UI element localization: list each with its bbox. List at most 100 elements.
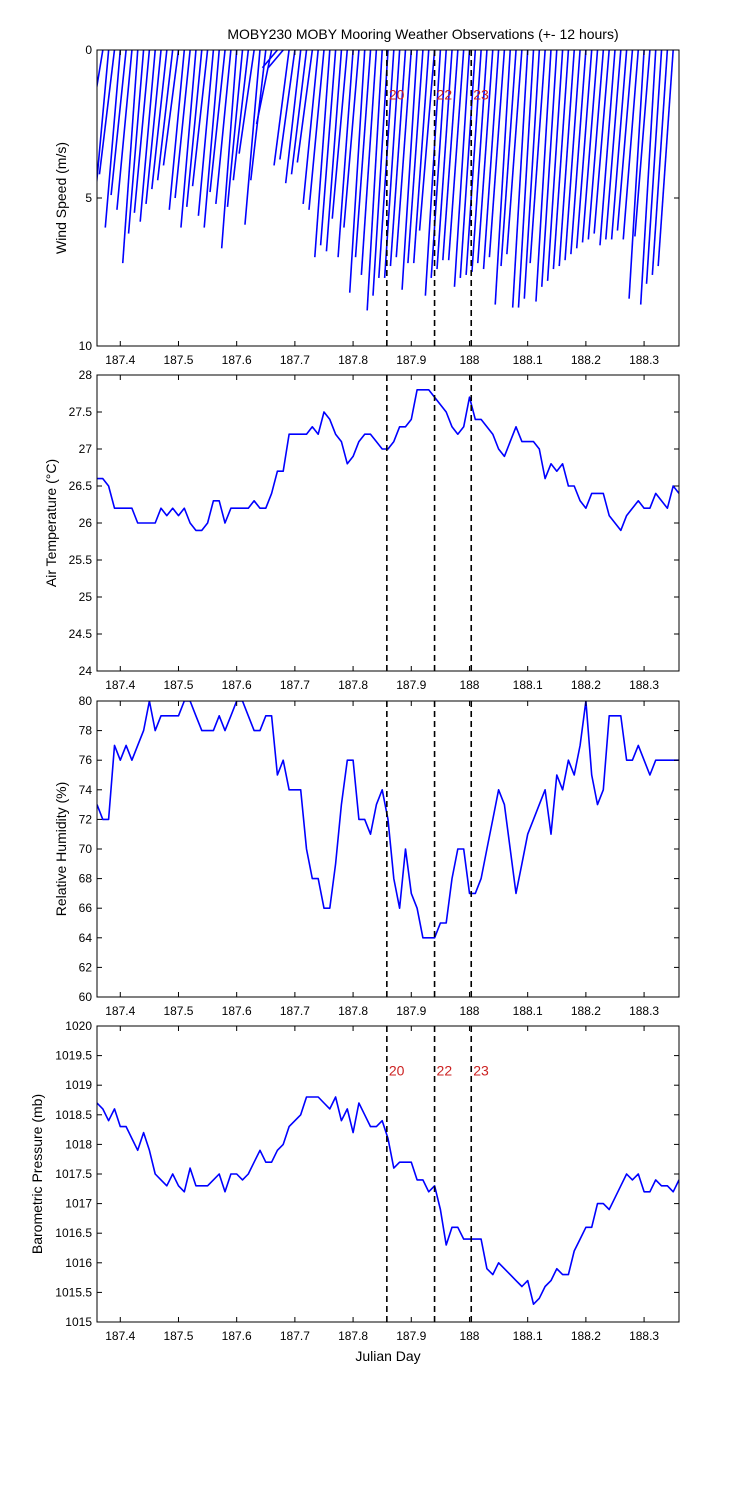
y-tick-label: 1015 xyxy=(65,1315,92,1329)
x-tick-label: 187.9 xyxy=(396,678,426,692)
y-tick-label: 25 xyxy=(79,590,93,604)
x-tick-label: 187.8 xyxy=(338,1329,368,1343)
y-tick-label: 1018.5 xyxy=(55,1108,92,1122)
wind-stick xyxy=(302,50,319,204)
barometric-pressure-line xyxy=(97,1096,679,1305)
y-tick-label: 25.5 xyxy=(69,553,93,567)
wind-stick xyxy=(296,50,314,163)
wind-stick xyxy=(529,50,546,264)
wind-speed-panel: 20 22 23 187.4 187.5 187.6 187.7 187.8 187.9 188 1… xyxy=(53,43,680,367)
wind-stick xyxy=(110,50,127,196)
wind-stick xyxy=(459,50,477,278)
y-tick-label: 66 xyxy=(79,901,93,915)
y-tick-label: 1017 xyxy=(65,1197,92,1211)
wind-stick xyxy=(116,50,133,210)
wind-stick xyxy=(389,50,407,267)
wind-stick xyxy=(215,50,232,204)
event-label: 20 xyxy=(389,1062,405,1078)
wind-stick xyxy=(156,50,174,181)
wind-stick xyxy=(145,50,162,204)
wind-stick xyxy=(279,50,296,160)
wind-stick xyxy=(523,50,541,299)
wind-stick xyxy=(133,50,151,213)
air-temperature-data xyxy=(97,388,679,532)
y-tick-label: 60 xyxy=(79,990,93,1004)
y-tick-label: 1016 xyxy=(65,1256,92,1270)
wind-stick xyxy=(139,50,156,222)
wind-stick xyxy=(238,50,255,154)
wind-stick xyxy=(471,50,488,273)
x-tick-label: 188.3 xyxy=(629,1329,659,1343)
wind-stick xyxy=(616,50,634,231)
x-tick-label: 187.6 xyxy=(222,1004,252,1018)
wind-stick xyxy=(348,50,366,293)
wind-stick xyxy=(197,50,215,216)
x-tick-label: 188 xyxy=(459,353,479,367)
wind-stick xyxy=(645,50,663,284)
x-tick-label: 187.5 xyxy=(163,1004,193,1018)
y-tick-label: 1019 xyxy=(65,1078,92,1092)
wind-stick xyxy=(482,50,500,270)
wind-stick xyxy=(401,50,418,290)
wind-stick xyxy=(610,50,628,240)
y-tick-label: 27.5 xyxy=(69,405,93,419)
wind-stick xyxy=(476,50,494,264)
wind-stick xyxy=(517,50,535,308)
x-tick-label: 187.4 xyxy=(105,353,135,367)
wind-stick xyxy=(314,50,331,258)
wind-stick xyxy=(412,50,430,264)
y-tick-label: 27 xyxy=(79,442,93,456)
event-label: 22 xyxy=(437,86,453,102)
wind-stick xyxy=(587,50,605,240)
y-tick-label: 1015.5 xyxy=(55,1285,92,1299)
y-axis-label: Air Temperature (°C) xyxy=(43,459,59,587)
y-tick-label: 80 xyxy=(79,694,93,708)
wind-stick xyxy=(599,50,616,246)
wind-stick xyxy=(267,50,284,69)
wind-stick xyxy=(98,50,116,175)
y-tick-label: 24.5 xyxy=(69,627,93,641)
x-tick-label: 188.2 xyxy=(571,1329,601,1343)
wind-stick xyxy=(506,50,523,255)
wind-stick xyxy=(628,50,645,299)
y-tick-label: 5 xyxy=(85,191,92,205)
wind-stick xyxy=(564,50,581,261)
wind-stick xyxy=(366,50,383,311)
wind-stick xyxy=(494,50,512,305)
wind-stick xyxy=(308,50,325,210)
x-tick-label: 187.9 xyxy=(396,1004,426,1018)
wind-stick xyxy=(575,50,593,249)
wind-stick xyxy=(121,50,139,264)
x-tick-label: 187.5 xyxy=(163,353,193,367)
wind-speed-data xyxy=(97,50,674,311)
wind-stick xyxy=(552,50,570,270)
wind-stick xyxy=(558,50,576,267)
wind-stick xyxy=(162,50,180,166)
x-tick-label: 187.7 xyxy=(280,1329,310,1343)
relative-humidity-panel: 187.4 187.5 187.6 187.7 187.8 187.9 188 188.1 18… xyxy=(53,694,680,1018)
x-tick-label: 188.1 xyxy=(513,1004,543,1018)
event-label: 20 xyxy=(389,86,405,102)
event-label: 23 xyxy=(473,1062,489,1078)
x-tick-label: 187.8 xyxy=(338,353,368,367)
air-temperature-panel: 187.4 187.5 187.6 187.7 187.8 187.9 188 188.1 18… xyxy=(43,368,680,692)
y-tick-label: 1019.5 xyxy=(55,1049,92,1063)
wind-stick xyxy=(442,50,459,261)
wind-stick xyxy=(581,50,599,243)
y-tick-label: 68 xyxy=(79,872,93,886)
wind-stick xyxy=(453,50,471,287)
x-tick-label: 187.6 xyxy=(222,678,252,692)
wind-stick xyxy=(127,50,145,234)
wind-stick xyxy=(622,50,640,240)
air-temperature-frame xyxy=(96,374,680,672)
wind-stick xyxy=(104,50,122,228)
x-tick-label: 187.9 xyxy=(396,353,426,367)
x-tick-label: 187.5 xyxy=(163,678,193,692)
x-tick-label: 187.5 xyxy=(163,1329,193,1343)
y-tick-label: 1020 xyxy=(65,1019,92,1033)
event-label: 22 xyxy=(437,1062,453,1078)
x-tick-label: 187.7 xyxy=(280,678,310,692)
wind-stick xyxy=(546,50,564,281)
wind-stick xyxy=(657,50,674,267)
